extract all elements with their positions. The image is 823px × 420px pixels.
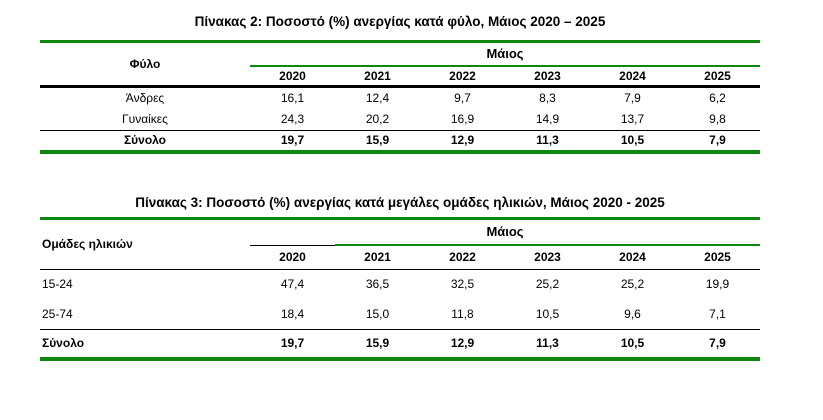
row-label-total: Σύνολο bbox=[40, 328, 250, 359]
row-label: Γυναίκες bbox=[122, 112, 168, 127]
value-cell: 20,2 bbox=[365, 112, 390, 127]
table2-year-header: 2022 bbox=[420, 64, 505, 88]
value-cell: 7,1 bbox=[709, 306, 726, 321]
value-cell: 14,9 bbox=[535, 112, 560, 127]
table2-year-header: 2020 bbox=[250, 64, 335, 88]
table-row-age-25-74: 25-74 18,4 15,0 11,8 10,5 9,6 7,1 bbox=[40, 299, 760, 329]
table2-column-group-header: Μάιος bbox=[486, 46, 524, 62]
value-cell: 11,8 bbox=[451, 306, 474, 321]
table2-title: Πίνακας 2: Ποσοστό (%) ανεργίας κατά φύλ… bbox=[194, 14, 606, 29]
value-cell: 47,4 bbox=[280, 277, 305, 292]
table3-section: Πίνακας 3: Ποσοστό (%) ανεργίας κατά μεγ… bbox=[40, 194, 823, 361]
row-label: 25-74 bbox=[42, 306, 73, 321]
value-cell: 19,7 bbox=[250, 130, 335, 152]
value-cell: 9,7 bbox=[454, 91, 471, 106]
value-cell: 19,9 bbox=[705, 277, 730, 292]
value-cell: 7,9 bbox=[675, 130, 761, 152]
value-cell: 11,3 bbox=[505, 130, 590, 152]
table-row-men: Άνδρες 16,1 12,4 9,7 8,3 7,9 6,2 bbox=[40, 87, 760, 109]
document-page: Πίνακας 2: Ποσοστό (%) ανεργίας κατά φύλ… bbox=[40, 13, 823, 361]
value-cell: 12,4 bbox=[365, 91, 390, 106]
value-cell: 11,3 bbox=[505, 328, 590, 359]
value-cell: 18,4 bbox=[280, 306, 305, 321]
value-cell: 16,9 bbox=[450, 112, 475, 127]
value-cell: 25,2 bbox=[535, 277, 560, 292]
value-cell: 19,7 bbox=[250, 328, 335, 359]
table-row-women: Γυναίκες 24,3 20,2 16,9 14,9 13,7 9,8 bbox=[40, 109, 760, 131]
table2-year-header: 2024 bbox=[590, 64, 675, 88]
table3-year-header: 2025 bbox=[675, 244, 761, 270]
value-cell: 9,6 bbox=[624, 306, 641, 321]
table2-section: Πίνακας 2: Ποσοστό (%) ανεργίας κατά φύλ… bbox=[40, 13, 823, 154]
table3-unemployment-by-age-group: Ομάδες ηλικιών Μάιος 2020 2021 2022 2023… bbox=[40, 216, 761, 361]
table-row-total: Σύνολο 19,7 15,9 12,9 11,3 10,5 7,9 bbox=[40, 130, 761, 152]
table3-year-header-row: 2020 2021 2022 2023 2024 2025 bbox=[40, 244, 761, 270]
value-cell: 15,9 bbox=[335, 130, 420, 152]
table2-row-dimension-header: Φύλο bbox=[40, 41, 250, 88]
value-cell: 24,3 bbox=[280, 112, 305, 127]
table3-year-header: 2024 bbox=[590, 244, 675, 270]
value-cell: 32,5 bbox=[450, 277, 475, 292]
value-cell: 6,2 bbox=[709, 91, 726, 106]
value-cell: 9,8 bbox=[709, 112, 726, 127]
value-cell: 15,0 bbox=[365, 306, 390, 321]
table3-year-header: 2021 bbox=[335, 244, 420, 270]
value-cell: 36,5 bbox=[365, 277, 390, 292]
table3-year-header: 2022 bbox=[420, 244, 505, 270]
table-row-total: Σύνολο 19,7 15,9 12,9 11,3 10,5 7,9 bbox=[40, 328, 761, 359]
table-row-age-15-24: 15-24 47,4 36,5 32,5 25,2 25,2 19,9 bbox=[40, 269, 760, 299]
table2-unemployment-by-gender: Φύλο Μάιος 2020 2021 2022 2023 2024 2025… bbox=[40, 40, 761, 154]
table3-year-header: 2020 bbox=[250, 244, 335, 270]
value-cell: 25,2 bbox=[620, 277, 645, 292]
table2-group-header-row: Φύλο Μάιος bbox=[40, 41, 760, 88]
row-label: Άνδρες bbox=[125, 91, 165, 106]
value-cell: 10,5 bbox=[590, 130, 675, 152]
table3-year-header: 2023 bbox=[505, 244, 590, 270]
table2-year-header: 2023 bbox=[505, 64, 590, 88]
row-label: 15-24 bbox=[42, 277, 73, 292]
value-cell: 7,9 bbox=[624, 91, 641, 106]
table2-year-header: 2021 bbox=[335, 64, 420, 88]
value-cell: 10,5 bbox=[590, 328, 675, 359]
table3-column-group-header: Μάιος bbox=[486, 224, 524, 240]
value-cell: 12,9 bbox=[420, 328, 505, 359]
value-cell: 15,9 bbox=[335, 328, 420, 359]
value-cell: 13,7 bbox=[620, 112, 645, 127]
value-cell: 12,9 bbox=[420, 130, 505, 152]
table2-year-header: 2025 bbox=[675, 64, 761, 88]
table3-group-header-row: Ομάδες ηλικιών Μάιος bbox=[40, 218, 760, 270]
table2-year-header-row: 2020 2021 2022 2023 2024 2025 bbox=[40, 64, 761, 88]
row-label-total: Σύνολο bbox=[40, 130, 250, 152]
value-cell: 16,1 bbox=[280, 91, 305, 106]
value-cell: 7,9 bbox=[675, 328, 761, 359]
value-cell: 10,5 bbox=[535, 306, 560, 321]
value-cell: 8,3 bbox=[539, 91, 556, 106]
table3-row-dimension-header: Ομάδες ηλικιών bbox=[40, 218, 250, 270]
table3-title: Πίνακας 3: Ποσοστό (%) ανεργίας κατά μεγ… bbox=[135, 194, 665, 210]
